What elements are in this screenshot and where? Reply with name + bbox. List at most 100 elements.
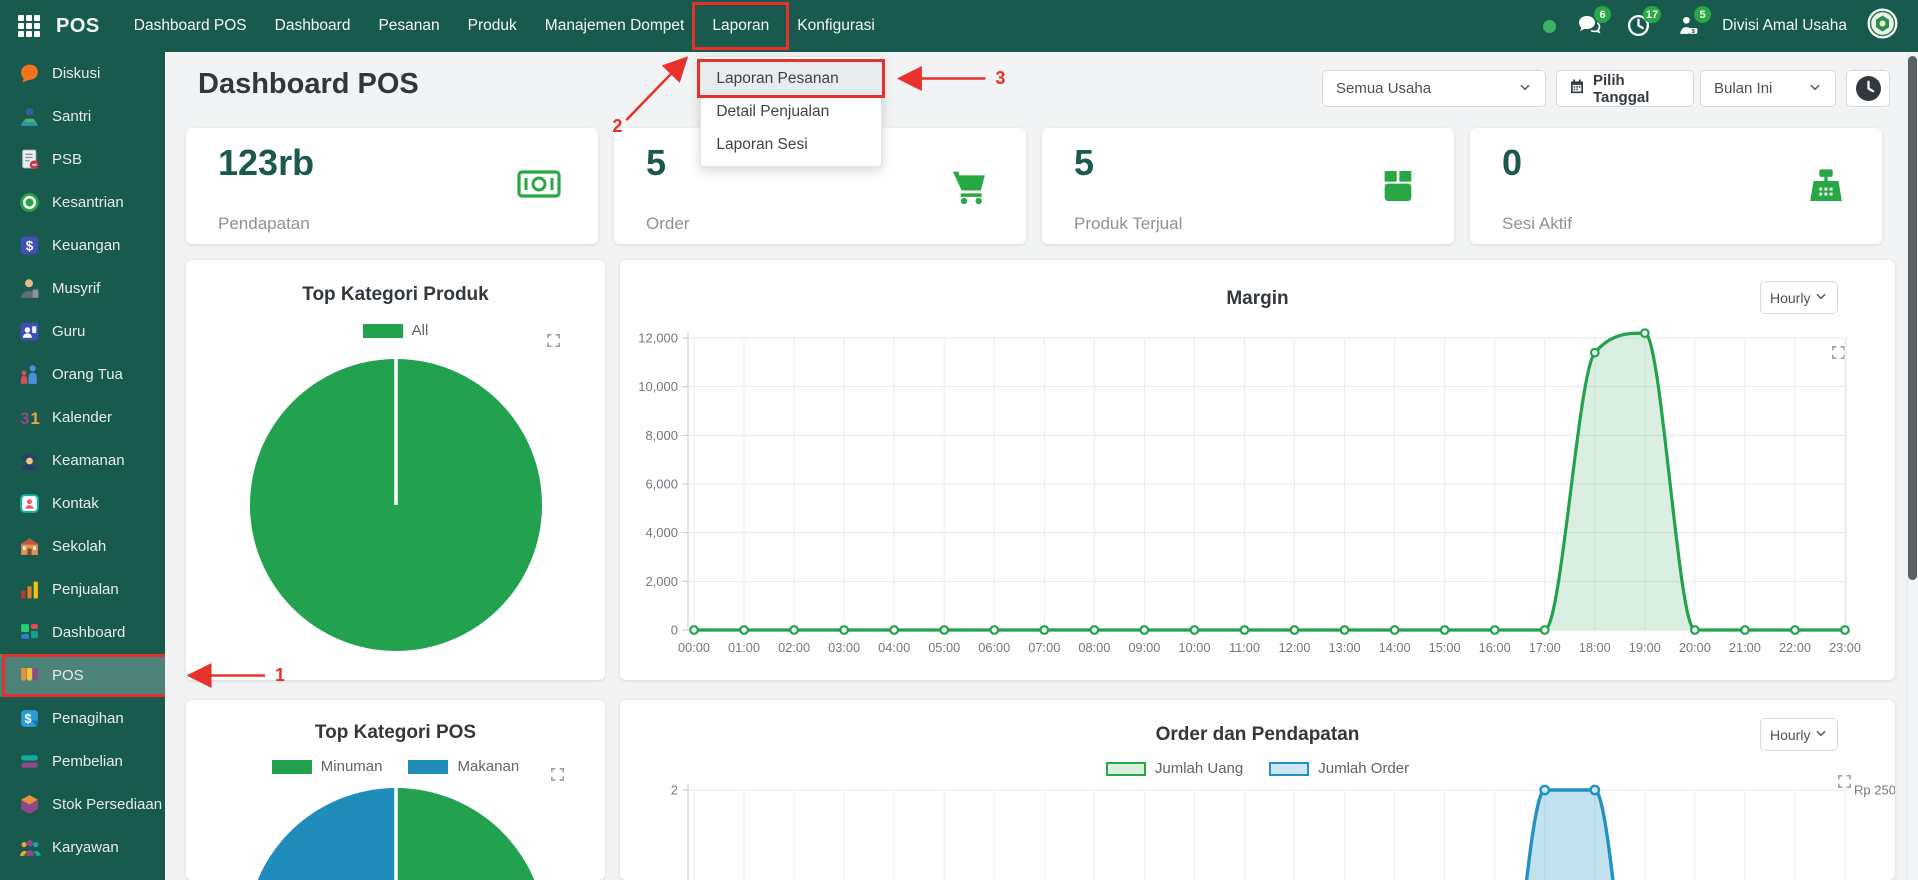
sidebar-item-diskusi[interactable]: Diskusi bbox=[0, 52, 165, 95]
sidebar-item-guru[interactable]: Guru bbox=[0, 310, 165, 353]
svg-text:06:00: 06:00 bbox=[978, 640, 1010, 655]
order-interval-select[interactable]: Hourly bbox=[1760, 718, 1838, 751]
svg-text:20:00: 20:00 bbox=[1679, 640, 1711, 655]
sidebar-item-label: Musyrif bbox=[52, 280, 101, 297]
business-filter-value: Semua Usaha bbox=[1336, 80, 1432, 97]
margin-line-chart: 12,000 10,000 8,000 6,000 4,000 2,000 000:00 01… bbox=[638, 328, 1861, 655]
chart-title: Top Kategori Produk bbox=[302, 284, 489, 305]
sidebar-item-karyawan[interactable]: Karyawan bbox=[0, 826, 165, 869]
sidebar-item-kesantrian[interactable]: Kesantrian bbox=[0, 181, 165, 224]
nav-item-laporan[interactable]: Laporan bbox=[692, 0, 790, 52]
chevron-down-icon bbox=[1814, 289, 1828, 306]
sidebar-item-kontak[interactable]: Kontak bbox=[0, 482, 165, 525]
svg-text:08:00: 08:00 bbox=[1078, 640, 1110, 655]
page-scrollbar[interactable] bbox=[1907, 52, 1918, 880]
apps-grid-icon[interactable] bbox=[18, 15, 40, 37]
sidebar-item-stok-persediaan[interactable]: Stok Persediaan bbox=[0, 783, 165, 826]
sidebar-item-item[interactable] bbox=[0, 869, 165, 880]
sidebar-item-label: Penagihan bbox=[52, 710, 124, 727]
expand-icon[interactable] bbox=[1836, 773, 1854, 791]
svg-text:$: $ bbox=[26, 239, 34, 254]
scrollbar-thumb[interactable] bbox=[1908, 56, 1917, 580]
svg-text:23:00: 23:00 bbox=[1829, 640, 1861, 655]
menu-item-detail-penjualan[interactable]: Detail Penjualan bbox=[701, 95, 881, 128]
history-clock-button[interactable] bbox=[1846, 70, 1890, 107]
expand-icon[interactable] bbox=[1830, 344, 1848, 362]
sidebar-item-dashboard[interactable]: Dashboard bbox=[0, 611, 165, 654]
sidebar-item-kalender[interactable]: 3 1 Kalender bbox=[0, 396, 165, 439]
annotation-step-1: 1 bbox=[275, 664, 286, 685]
sidebar-item-orang-tua[interactable]: Orang Tua bbox=[0, 353, 165, 396]
nav-item-dashboard[interactable]: Dashboard bbox=[261, 0, 365, 52]
sidebar-item-label: Guru bbox=[52, 323, 86, 340]
svg-text:16:00: 16:00 bbox=[1479, 640, 1511, 655]
menu-item-laporan-sesi[interactable]: Laporan Sesi bbox=[701, 128, 881, 161]
svg-text:00:00: 00:00 bbox=[678, 640, 710, 655]
money-notification-button[interactable]: $5 bbox=[1676, 6, 1712, 39]
chart-title: Margin bbox=[1226, 288, 1289, 309]
order-pendapatan-line-chart: 2 Rp 250.000 bbox=[671, 783, 1895, 880]
sidebar-item-pos[interactable]: POS bbox=[0, 654, 165, 697]
sidebar-item-penagihan[interactable]: $ Penagihan bbox=[0, 697, 165, 740]
musyrif-icon bbox=[18, 277, 41, 300]
dashboard-icon bbox=[18, 621, 41, 644]
sidebar-item-santri[interactable]: Santri bbox=[0, 95, 165, 138]
menu-item-label: Detail Penjualan bbox=[716, 102, 830, 120]
menu-item-laporan-pesanan[interactable]: Laporan Pesanan bbox=[697, 59, 886, 98]
expand-icon[interactable] bbox=[545, 332, 563, 350]
sidebar-item-pembelian[interactable]: Pembelian bbox=[0, 740, 165, 783]
brand-title[interactable]: POS bbox=[56, 14, 100, 37]
sidebar-item-label: Orang Tua bbox=[52, 366, 123, 383]
sidebar-item-musyrif[interactable]: Musyrif bbox=[0, 267, 165, 310]
svg-text:14:00: 14:00 bbox=[1379, 640, 1411, 655]
legend-label: Jumlah Uang bbox=[1154, 760, 1244, 777]
expand-icon[interactable] bbox=[549, 766, 567, 784]
chat-icon bbox=[1576, 16, 1602, 41]
kontak-icon bbox=[18, 492, 41, 515]
sidebar-item-label: Keamanan bbox=[52, 452, 125, 469]
avatar[interactable] bbox=[1867, 8, 1898, 44]
sidebar-item-label: Penjualan bbox=[52, 581, 119, 598]
history-notification-button[interactable]: 17 bbox=[1626, 6, 1662, 39]
period-filter-select[interactable]: Bulan Ini bbox=[1700, 70, 1836, 107]
chart-legend: Minuman Makanan bbox=[186, 758, 605, 775]
svg-text:10,000: 10,000 bbox=[638, 379, 678, 394]
svg-text:1: 1 bbox=[31, 409, 40, 428]
sidebar-item-label: Sekolah bbox=[52, 538, 107, 555]
margin-interval-select[interactable]: Hourly bbox=[1760, 281, 1838, 314]
legend-item-makanan[interactable]: Makanan bbox=[408, 758, 519, 775]
svg-text:4,000: 4,000 bbox=[645, 525, 678, 540]
sidebar: Diskusi Santri PSB Kesantrian $ Keuangan Musyr… bbox=[0, 52, 165, 880]
chart-legend: Jumlah Uang Jumlah Order bbox=[620, 760, 1895, 777]
sidebar-item-label: Dashboard bbox=[52, 624, 126, 641]
top-kategori-produk-pie-chart bbox=[250, 359, 542, 651]
sidebar-item-keuangan[interactable]: $ Keuangan bbox=[0, 224, 165, 267]
user-division-label[interactable]: Divisi Amal Usaha bbox=[1722, 17, 1847, 34]
nav-item-konfigurasi[interactable]: Konfigurasi bbox=[783, 0, 889, 52]
legend-item-all[interactable]: All bbox=[362, 322, 428, 339]
sidebar-item-keamanan[interactable]: Keamanan bbox=[0, 439, 165, 482]
nav-item-pesanan[interactable]: Pesanan bbox=[364, 0, 453, 52]
svg-text:02:00: 02:00 bbox=[778, 640, 810, 655]
penagihan-icon: $ bbox=[18, 707, 41, 730]
pick-date-button[interactable]: Pilih Tanggal bbox=[1556, 70, 1694, 107]
stat-value: 123rb bbox=[218, 142, 315, 183]
svg-text:21:00: 21:00 bbox=[1729, 640, 1761, 655]
keuangan-icon: $ bbox=[18, 234, 41, 257]
legend-item-minuman[interactable]: Minuman bbox=[271, 758, 382, 775]
sidebar-item-sekolah[interactable]: Sekolah bbox=[0, 525, 165, 568]
sidebar-item-psb[interactable]: PSB bbox=[0, 138, 165, 181]
nav-item-manajemen-dompet[interactable]: Manajemen Dompet bbox=[531, 0, 699, 52]
business-filter-select[interactable]: Semua Usaha bbox=[1322, 70, 1546, 107]
stok-icon bbox=[18, 793, 41, 816]
nav-item-produk[interactable]: Produk bbox=[454, 0, 531, 52]
stat-label: Order bbox=[646, 214, 690, 233]
nav-item-label: Laporan bbox=[712, 17, 770, 34]
legend-item-jumlah-uang[interactable]: Jumlah Uang bbox=[1105, 760, 1244, 777]
legend-swatch bbox=[408, 759, 449, 774]
chat-notification-button[interactable]: 6 bbox=[1576, 6, 1612, 41]
sidebar-item-penjualan[interactable]: Penjualan bbox=[0, 568, 165, 611]
legend-item-jumlah-order[interactable]: Jumlah Order bbox=[1269, 760, 1409, 777]
nav-item-dashboard-pos[interactable]: Dashboard POS bbox=[120, 0, 261, 52]
notification-count-badge: 6 bbox=[1594, 6, 1612, 23]
